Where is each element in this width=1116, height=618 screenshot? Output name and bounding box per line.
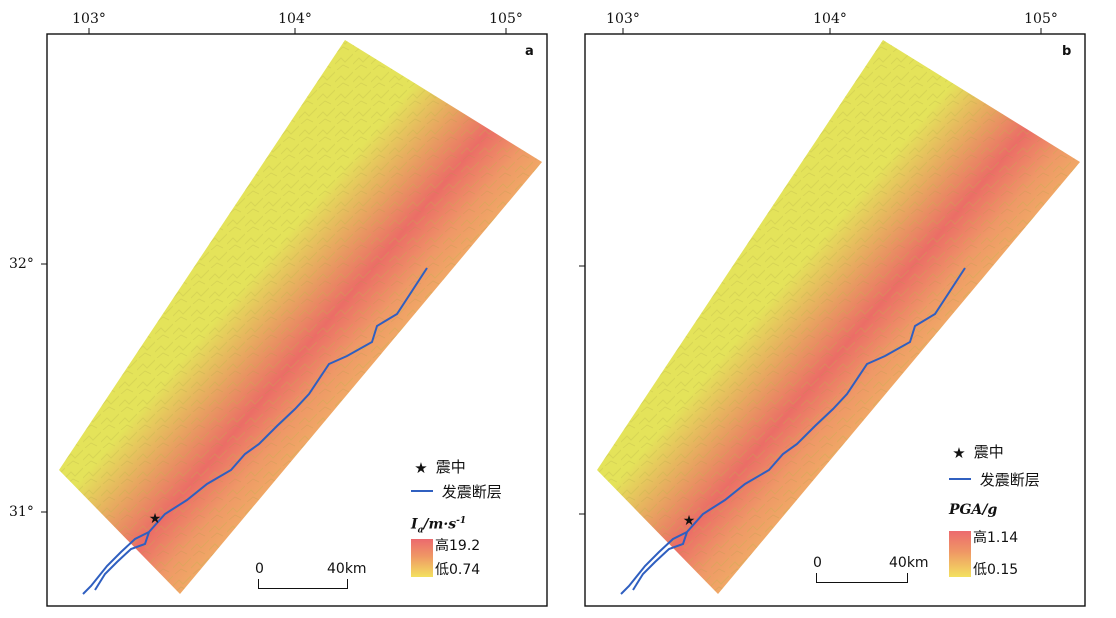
fault-line-a — [82, 267, 428, 595]
legend-param-title: Ia/m·s-1 — [411, 516, 467, 536]
lat-label-32: 32° — [9, 256, 34, 272]
scale-zero-label: 0 — [813, 555, 822, 571]
map-canvas-b: ★ — [579, 28, 1086, 607]
lat-label-31: 31° — [9, 504, 34, 520]
epicenter-legend-label: 震中 — [973, 443, 1004, 461]
terrain-texture-a — [59, 40, 542, 594]
scale-dist-label: 40km — [327, 561, 367, 577]
ramp-high-label: 高1.14 — [973, 530, 1019, 546]
epicenter-legend-icon: ★ — [414, 458, 428, 477]
panel-letter-a: a — [525, 44, 534, 59]
lon-label-105-b: 105° — [1024, 11, 1058, 27]
fault-legend-icon — [949, 478, 971, 480]
map-frame-b — [584, 33, 1086, 607]
fault-legend-label: 发震断层 — [441, 483, 502, 501]
scale-dist-label: 40km — [889, 555, 929, 571]
ramp-low-label: 低0.74 — [435, 562, 481, 578]
map-frame-a — [46, 33, 548, 607]
fault-legend-label: 发震断层 — [979, 471, 1040, 489]
legend-param-title: PGA/g — [949, 502, 998, 518]
fault-legend-icon — [411, 490, 433, 492]
panel-letter-b: b — [1062, 44, 1072, 59]
ramp-high-label: 高19.2 — [435, 538, 481, 554]
lon-label-103: 103° — [72, 11, 106, 27]
epicenter-star-b: ★ — [683, 513, 696, 529]
color-ramp-b — [949, 531, 971, 577]
color-ramp-a — [411, 539, 433, 577]
lon-label-104: 104° — [278, 11, 312, 27]
scale-line — [816, 573, 908, 583]
lon-label-104-b: 104° — [813, 11, 847, 27]
lon-label-105: 105° — [489, 11, 523, 27]
epicenter-legend-icon: ★ — [952, 443, 966, 462]
ramp-low-label: 低0.15 — [973, 562, 1019, 578]
map-panel-b: ★ 103° 104° 105° b ★ 震中 发震断层 PGA/g 高1.14… — [579, 11, 1086, 607]
lon-label-103-b: 103° — [606, 11, 640, 27]
epicenter-star-a: ★ — [149, 511, 162, 527]
fault-line-b — [620, 267, 966, 595]
epicenter-legend-label: 震中 — [435, 458, 466, 476]
terrain-texture-b — [597, 40, 1080, 594]
map-panel-a: ★ 103° 104° 105° 32° 31° a ★ 震中 发震断层 Ia/… — [9, 11, 548, 607]
map-canvas-a: ★ — [41, 28, 548, 607]
scale-line — [258, 579, 348, 589]
scale-zero-label: 0 — [255, 561, 264, 577]
